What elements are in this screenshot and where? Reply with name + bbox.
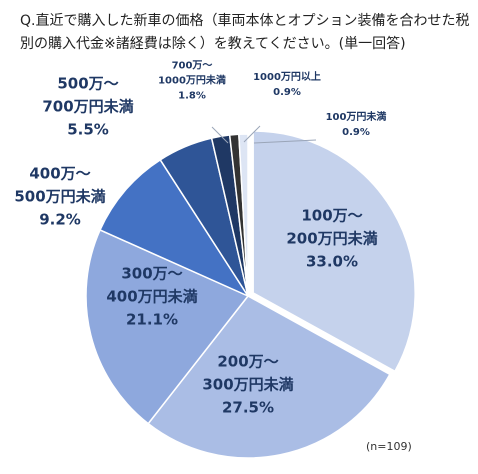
slice-label: 100万円未満 0.9% (326, 110, 387, 138)
question-title: Q.直近で購入した新車の価格（車両本体とオプション装備を合わせた税別の購入代金※… (20, 13, 470, 52)
leader-line (243, 125, 261, 143)
slice-label: 700万～ 1000万円未満 1.8% (158, 60, 226, 102)
pie-slice (252, 130, 416, 373)
slice-percent: 1.8% (178, 91, 206, 102)
slice-percent: 21.1% (126, 310, 178, 328)
slice-category: 200万円未満 (286, 229, 377, 247)
leader-line (253, 139, 317, 144)
leader-lines (211, 125, 317, 144)
pie-slice (99, 158, 250, 298)
slice-category: 400万円未満 (106, 287, 197, 305)
slice-category: 300万～ (121, 264, 182, 282)
slice-category: 700万円未満 (42, 97, 133, 115)
slice-percent: 33.0% (306, 252, 358, 270)
slice-category: 300万円未満 (202, 375, 293, 393)
slice-category: 700万～ (172, 60, 213, 72)
slice-label: 100万～ 200万円未満 33.0% (286, 206, 377, 270)
slice-labels: 100万～ 200万円未満 33.0% 200万～ 300万円未満 27.5% 300万～ 4… (14, 60, 386, 417)
slice-label: 300万～ 400万円未満 21.1% (106, 264, 197, 328)
slice-category: 200万～ (217, 352, 278, 370)
slice-category: 1000万円未満 (158, 74, 226, 87)
slice-label: 500万～ 700万円未満 5.5% (42, 74, 133, 138)
slice-percent: 0.9% (273, 87, 301, 98)
slice-label: 400万～ 500万円未満 9.2% (14, 164, 105, 228)
slice-category: 1000万円以上 (253, 70, 321, 83)
pie-slice (238, 133, 249, 297)
slice-category: 100万～ (301, 206, 362, 224)
slice-category: 100万円未満 (326, 110, 387, 123)
slice-category: 400万～ (29, 164, 90, 182)
leader-line (211, 126, 229, 144)
slice-label: 1000万円以上 0.9% (253, 70, 321, 98)
slice-percent: 9.2% (39, 210, 81, 228)
pie-slices (85, 130, 416, 459)
pie-slice (147, 295, 391, 459)
sample-size-note: (n=109) (366, 440, 412, 453)
slice-percent: 0.9% (342, 127, 370, 138)
slice-category: 500万～ (57, 74, 118, 92)
slice-label: 200万～ 300万円未満 27.5% (202, 352, 293, 416)
slice-category: 500万円未満 (14, 187, 105, 205)
slice-percent: 27.5% (222, 398, 274, 416)
slice-percent: 5.5% (67, 120, 109, 138)
